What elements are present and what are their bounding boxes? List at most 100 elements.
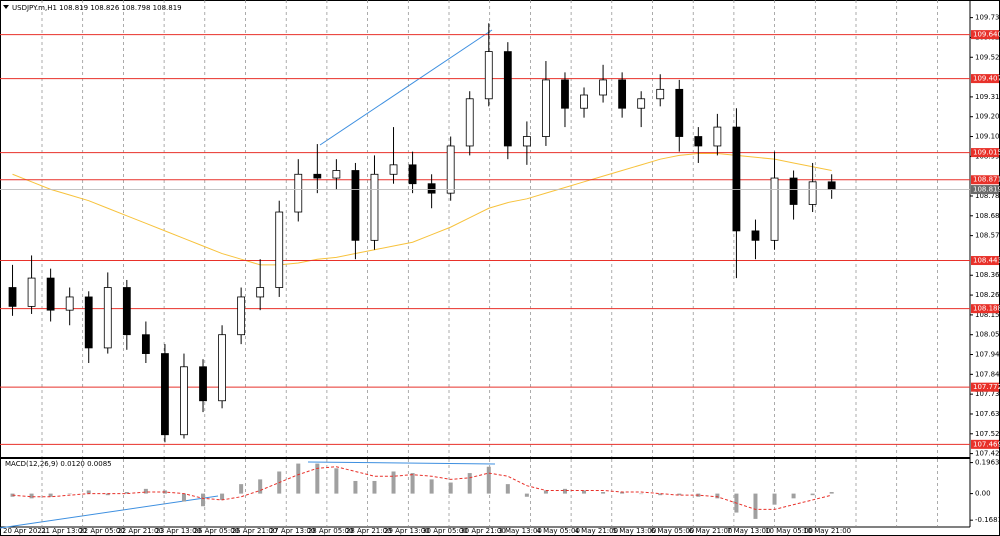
x-tick-label: 23 Apr 13:00 (155, 527, 201, 535)
y-tick-label: 109.520 (975, 53, 1000, 61)
trend-line (319, 29, 493, 146)
level-label: 108.871 (973, 176, 1000, 184)
candle-body (427, 183, 436, 194)
level-label-box (971, 74, 999, 84)
y-tick-label: 108.050 (975, 331, 1000, 339)
macd-bar (715, 493, 720, 499)
macd-bar (29, 493, 34, 499)
candle-body (27, 277, 36, 307)
x-tick-label: 6 May 05:00 (651, 527, 695, 535)
moving-average (12, 153, 832, 266)
macd-bar (372, 480, 377, 494)
y-tick-label: 109.730 (975, 14, 1000, 22)
macd-bar (181, 493, 186, 502)
candle-body (199, 366, 207, 402)
candle-body (637, 98, 646, 109)
y-tick-label: 107.840 (975, 370, 1000, 378)
y-tick-label: 107.525 (975, 430, 1000, 438)
level-label: 108.188 (973, 305, 1000, 313)
y-tick-label: 108.785 (975, 192, 1000, 200)
candle-body (313, 173, 322, 179)
level-label-box (971, 256, 999, 266)
macd-bar (562, 488, 567, 494)
current-price-label: 108.819 (973, 186, 1000, 194)
y-tick-label: 108.575 (975, 232, 1000, 240)
x-tick-label: 4 May 05:00 (536, 527, 580, 535)
candle-body (446, 145, 455, 194)
candle-body (561, 79, 569, 109)
level-label: 108.443 (973, 257, 1000, 265)
level-label: 107.772 (973, 383, 1000, 391)
macd-bar (620, 492, 625, 494)
candle-body (542, 79, 550, 137)
level-label-box (971, 439, 999, 449)
candle-body (770, 177, 779, 241)
macd-bar (810, 493, 815, 496)
candle-body (465, 98, 474, 147)
candle-body (275, 211, 284, 288)
macd-bar (505, 484, 510, 494)
x-tick-label: 22 Apr 05:00 (79, 527, 125, 535)
level-label-box (971, 382, 999, 392)
candle-body (675, 88, 684, 137)
candle-body (827, 181, 836, 190)
level-label: 107.469 (973, 440, 1000, 448)
candle-body (389, 164, 398, 175)
macd-bar (410, 473, 415, 494)
macd-bar (143, 488, 148, 494)
x-tick-label: 10 May 21:00 (803, 527, 851, 535)
y-tick-label: 107.945 (975, 351, 1000, 359)
x-tick-label: 27 Apr 13:00 (270, 527, 316, 535)
macd-bar (772, 493, 777, 505)
candle-body (370, 173, 379, 241)
candle-body (580, 94, 588, 109)
macd-bar (86, 490, 91, 494)
macd-bar (391, 471, 396, 494)
candle-body (351, 170, 360, 241)
macd-bar (543, 490, 548, 494)
macd-bar (105, 493, 110, 496)
candle-body (656, 88, 665, 100)
macd-bar (448, 482, 453, 494)
macd-bar (753, 493, 758, 519)
x-tick-label: 21 Apr 13:00 (41, 527, 87, 535)
macd-trend-line (0, 495, 219, 529)
candle-body (694, 136, 703, 147)
macd-bar (239, 484, 244, 494)
x-tick-label: 22 Apr 21:00 (117, 527, 163, 535)
x-tick-label: 28 Apr 05:00 (308, 527, 354, 535)
x-tick-label: 29 Apr 13:00 (384, 527, 430, 535)
candle-body (332, 170, 341, 179)
macd-bar (220, 493, 225, 500)
y-tick-label: 108.365 (975, 271, 1000, 279)
macd-bar (48, 493, 53, 497)
candle-body (46, 277, 55, 311)
macd-title: MACD(12,26,9) 0.0120 0.0085 (5, 460, 112, 468)
candle-body (522, 136, 531, 147)
level-label: 109.640 (973, 31, 1000, 39)
candle-body (161, 353, 169, 436)
y-tick-label: 108.260 (975, 291, 1000, 299)
macd-bar (601, 492, 606, 494)
y-tick-label: 0.00 (975, 490, 991, 498)
candle-body (408, 164, 417, 185)
macd-trend-line (307, 461, 496, 465)
candle-body (84, 296, 93, 349)
candle-body (256, 287, 265, 298)
macd-bar (524, 493, 529, 497)
candle-body (103, 287, 112, 349)
candle-body (65, 296, 74, 311)
candle-body (122, 287, 131, 336)
candle-body (141, 334, 150, 354)
x-tick-label: 4 May 21:00 (575, 527, 619, 535)
macd-bar (829, 492, 834, 494)
macd-bar (582, 490, 587, 494)
macd-bar (353, 480, 358, 494)
menu-arrow[interactable] (3, 5, 9, 9)
x-tick-label: 6 May 21:00 (689, 527, 733, 535)
x-tick-label: 10 May 05:00 (765, 527, 813, 535)
macd-bar (467, 473, 472, 494)
level-label-box (971, 30, 999, 40)
x-tick-label: 30 Apr 21:00 (460, 527, 506, 535)
